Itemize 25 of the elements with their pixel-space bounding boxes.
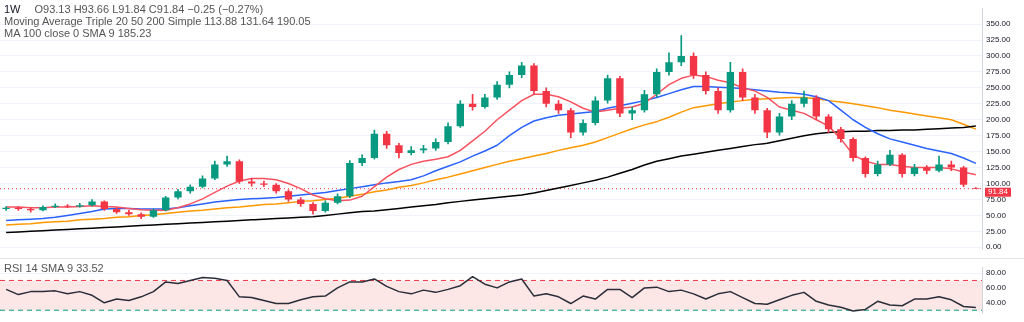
ref-line-label: 91.84 — [988, 187, 1009, 197]
y-tick-label: 50.00 — [986, 210, 1007, 220]
y-tick-label: 250.00 — [986, 83, 1012, 93]
y-tick-label: 25.00 — [986, 226, 1007, 236]
y-tick-label: 60.00 — [986, 283, 1007, 293]
annotation: RSI 14 SMA 9 33.52 — [4, 262, 104, 274]
candlestick — [628, 106, 636, 121]
y-tick-label: 150.00 — [986, 146, 1012, 156]
y-tick-label: 175.00 — [986, 130, 1012, 140]
y-tick-label: 350.00 — [986, 19, 1012, 29]
annotation: O93.13 H93.66 L91.84 C91.84 −0.25 (−0.27%) — [34, 3, 264, 15]
annotation: Moving Average Triple 20 50 200 Simple 113.88 131.64 190.05 — [4, 15, 311, 27]
y-tick-label: 300.00 — [986, 51, 1012, 61]
y-tick-label: 275.00 — [986, 67, 1012, 77]
y-tick-label: 225.00 — [986, 99, 1012, 109]
y-tick-label: 100.00 — [986, 178, 1012, 188]
chart-title: 1W — [4, 3, 21, 15]
y-tick-label: 0.00 — [986, 242, 1003, 252]
y-tick-label: 80.00 — [986, 268, 1007, 278]
y-tick-label: 125.00 — [986, 162, 1012, 172]
y-tick-label: 200.00 — [986, 114, 1012, 124]
y-tick-label: 325.00 — [986, 35, 1012, 45]
y-tick-label: 40.00 — [986, 297, 1007, 307]
annotation: MA 100 close 0 SMA 9 185.23 — [4, 27, 152, 39]
y-tick-label: 75.00 — [986, 194, 1007, 204]
